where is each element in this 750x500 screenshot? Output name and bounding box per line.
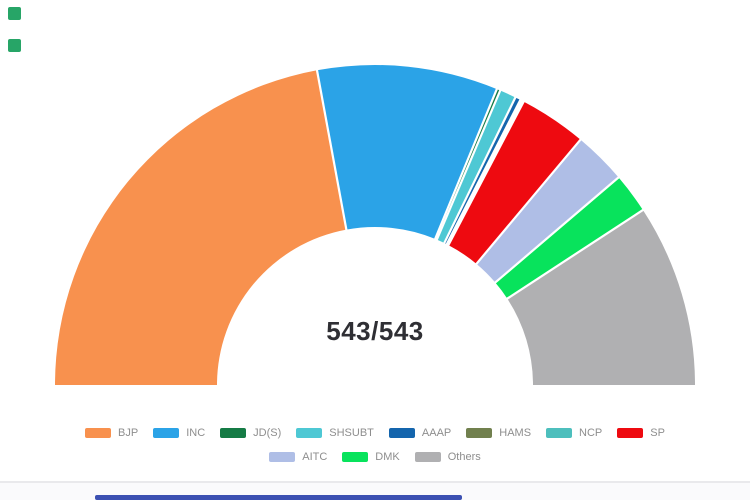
gauge-segment-dmk[interactable]	[495, 177, 643, 299]
green-square-decoration-1	[8, 7, 21, 20]
gauge-segment-others[interactable]	[507, 210, 695, 385]
green-square-decoration-2	[8, 39, 21, 52]
legend-swatch-sp	[617, 428, 644, 438]
segment-separator	[442, 96, 517, 246]
legend-item-jds[interactable]: JD(S)	[220, 427, 281, 439]
legend-swatch-ncp	[546, 428, 573, 438]
legend-swatch-jds	[220, 428, 247, 438]
legend-item-dmk[interactable]: DMK	[342, 451, 400, 463]
legend-swatch-bjp	[85, 428, 112, 438]
legend-swatch-dmk	[342, 452, 369, 462]
legend-swatch-aitc	[269, 452, 296, 462]
segment-separator	[493, 175, 621, 285]
legend-label: INC	[186, 427, 206, 439]
chart-legend: BJP INC JD(S) SHSUBT AAAP HAMS NCP SP AITC DMK Oth…	[0, 427, 750, 463]
legend-item-shsubt[interactable]: SHSUBT	[296, 427, 374, 439]
legend-item-others[interactable]: Others	[414, 451, 481, 463]
legend-label: Others	[447, 451, 481, 463]
segment-separator	[505, 208, 645, 301]
legend-label: JD(S)	[253, 427, 282, 439]
legend-label: BJP	[118, 427, 139, 439]
segment-separator	[433, 87, 499, 242]
legend-item-bjp[interactable]: BJP	[85, 427, 138, 439]
legend-item-aaap[interactable]: AAAP	[388, 427, 452, 439]
legend-swatch-hams	[466, 428, 493, 438]
horizontal-scrollbar-thumb[interactable]	[95, 495, 462, 500]
legend-row: BJP INC JD(S) SHSUBT AAAP HAMS NCP SP	[85, 427, 665, 439]
legend-label: AITC	[302, 451, 328, 463]
legend-item-inc[interactable]: INC	[153, 427, 205, 439]
legend-item-aitc[interactable]: AITC	[269, 451, 327, 463]
segment-separator	[315, 69, 348, 232]
segment-separator	[435, 89, 502, 242]
legend-label: DMK	[375, 451, 400, 463]
legend-item-ncp[interactable]: NCP	[546, 427, 602, 439]
gauge-segment-shsubt[interactable]	[436, 90, 516, 244]
legend-item-hams[interactable]: HAMS	[466, 427, 531, 439]
gauge-segment-sp[interactable]	[448, 101, 581, 264]
seats-counted-label: 543/543	[326, 316, 424, 346]
legend-swatch-shsubt	[296, 428, 323, 438]
segment-separator	[474, 138, 582, 267]
gauge-segment-bjp[interactable]	[55, 70, 347, 386]
legend-swatch-aaap	[388, 428, 415, 438]
gauge-segment-aitc[interactable]	[476, 139, 619, 283]
legend-item-sp[interactable]: SP	[617, 427, 665, 439]
legend-swatch-inc	[153, 428, 180, 438]
legend-label: HAMS	[499, 427, 532, 439]
legend-label: AAAP	[421, 427, 452, 439]
legend-label: SHSUBT	[329, 427, 374, 439]
legend-swatch-others	[414, 452, 441, 462]
legend-label: NCP	[579, 427, 603, 439]
segment-separator	[446, 100, 526, 248]
legend-row: AITC DMK Others	[269, 451, 481, 463]
legend-label: SP	[650, 427, 665, 439]
gauge-segment-aaap[interactable]	[444, 97, 521, 245]
